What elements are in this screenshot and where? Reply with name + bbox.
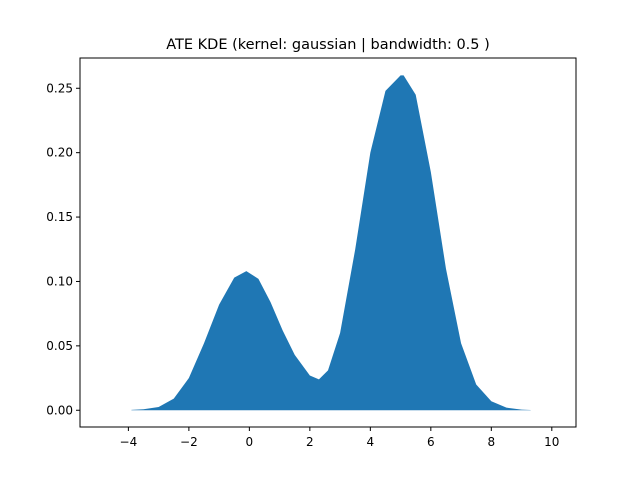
y-tick-label: 0.15	[46, 210, 73, 224]
chart-title: ATE KDE (kernel: gaussian | bandwidth: 0…	[166, 37, 490, 53]
x-tick-label: 4	[367, 435, 375, 449]
kde-area	[131, 75, 531, 411]
y-tick-label: 0.10	[46, 274, 73, 288]
x-tick-label: 8	[487, 435, 495, 449]
plot-frame	[79, 57, 577, 428]
plot-area	[131, 75, 531, 411]
x-tick-label: 2	[306, 435, 314, 449]
x-tick-label: 0	[246, 435, 254, 449]
y-tick-label: 0.25	[46, 81, 73, 95]
x-tick-label: 6	[427, 435, 435, 449]
y-tick-label: 0.00	[46, 403, 73, 417]
y-axis: 0.00 0.05 0.10 0.15 0.20 0.25	[46, 81, 80, 417]
x-tick-label: 10	[544, 435, 559, 449]
x-tick-label: −4	[120, 435, 138, 449]
y-tick-label: 0.05	[46, 339, 73, 353]
x-axis: −4 −2 0 2 4 6 8 10	[120, 427, 559, 449]
y-tick-label: 0.20	[46, 146, 73, 160]
x-tick-label: −2	[180, 435, 198, 449]
